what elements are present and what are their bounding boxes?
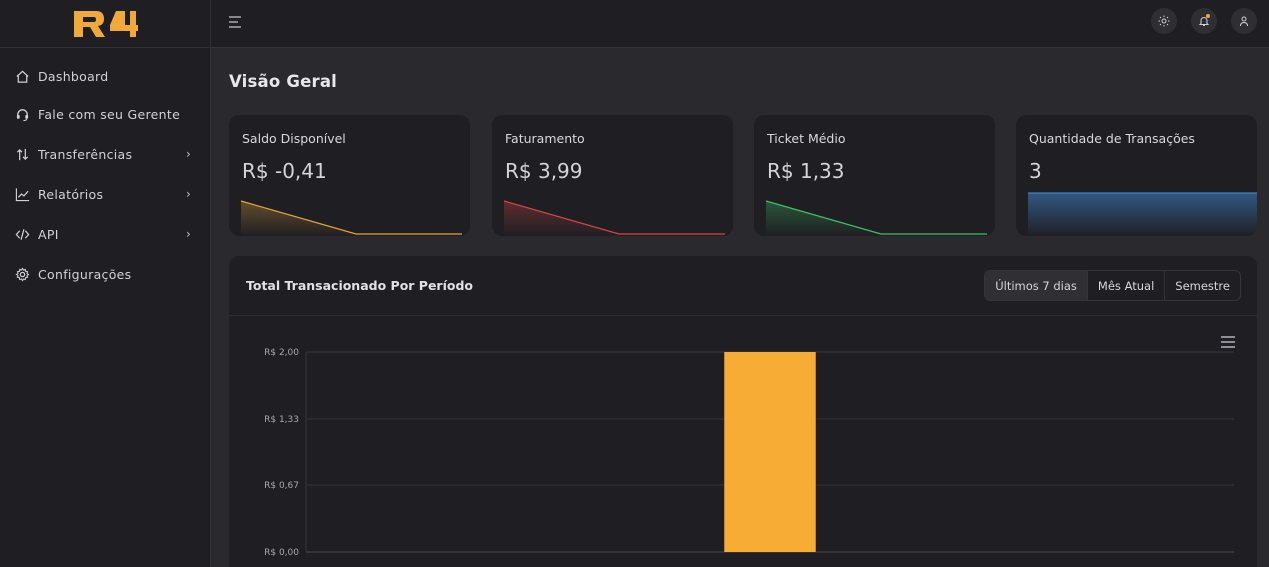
menu-icon[interactable] xyxy=(228,14,244,30)
user-icon xyxy=(1240,16,1248,27)
sidebar-item-label: Fale com seu Gerente xyxy=(38,106,181,122)
user-menu-button[interactable] xyxy=(1231,8,1257,34)
period-filter: Últimos 7 dias Mês Atual Semestre xyxy=(984,270,1241,301)
card-ticket-medio: Ticket Médio R$ 1,33 xyxy=(754,115,995,236)
sparkline-chart xyxy=(240,200,462,236)
panel-header: Total Transacionado Por Período Últimos … xyxy=(229,256,1257,316)
transactions-chart-panel: Total Transacionado Por Período Últimos … xyxy=(229,256,1257,567)
bell-icon xyxy=(1198,17,1210,26)
code-icon xyxy=(14,226,30,242)
theme-toggle-button[interactable] xyxy=(1151,8,1177,34)
notifications-button[interactable] xyxy=(1191,8,1217,34)
home-icon xyxy=(14,68,30,84)
y-tick-label: R$ 0,67 xyxy=(264,481,299,491)
brand-logo[interactable] xyxy=(0,0,210,48)
card-value: R$ 3,99 xyxy=(505,159,583,183)
sidebar-item-relatorios[interactable]: Relatórios › xyxy=(0,174,210,214)
filter-mes-atual[interactable]: Mês Atual xyxy=(1086,271,1164,300)
sidebar-item-label: API xyxy=(38,226,59,242)
sparkline-chart xyxy=(765,200,987,236)
gear-icon xyxy=(14,266,30,282)
sun-icon xyxy=(1158,15,1170,27)
card-title: Quantidade de Transações xyxy=(1029,131,1195,146)
sidebar-item-transferencias[interactable]: Transferências › xyxy=(0,134,210,174)
sidebar: Dashboard Fale com seu Gerente Transferê… xyxy=(0,0,211,567)
chart-area: R$ 2,00 R$ 1,33 R$ 0,67 R$ 0,00 xyxy=(229,316,1257,567)
y-tick-label: R$ 1,33 xyxy=(264,415,299,425)
y-tick-label: R$ 0,00 xyxy=(264,548,299,558)
sidebar-item-label: Dashboard xyxy=(38,68,109,84)
chart-line-icon xyxy=(14,186,30,202)
sparkline-chart xyxy=(1028,192,1257,236)
main-content: Visão Geral Saldo Disponível R$ -0,41 Fa… xyxy=(211,48,1269,567)
transfer-arrows-icon xyxy=(14,146,30,162)
chevron-right-icon: › xyxy=(186,227,192,241)
chart-menu-icon[interactable] xyxy=(1221,336,1235,348)
sidebar-item-configuracoes[interactable]: Configurações xyxy=(0,254,210,294)
card-quantidade-transacoes: Quantidade de Transações 3 xyxy=(1016,115,1257,236)
chevron-right-icon: › xyxy=(186,147,192,161)
sparkline-chart xyxy=(503,200,725,236)
card-value: 3 xyxy=(1029,159,1042,183)
r4-logo-icon xyxy=(74,10,138,37)
sidebar-item-fale-com-seu-gerente[interactable]: Fale com seu Gerente xyxy=(0,94,210,134)
panel-title: Total Transacionado Por Período xyxy=(246,278,474,293)
sidebar-item-label: Relatórios xyxy=(38,186,104,202)
headset-icon xyxy=(14,106,30,122)
sidebar-nav: Dashboard Fale com seu Gerente Transferê… xyxy=(0,48,210,294)
page-title: Visão Geral xyxy=(229,72,338,91)
filter-ultimos-7-dias[interactable]: Últimos 7 dias xyxy=(985,271,1087,300)
chevron-right-icon: › xyxy=(186,187,192,201)
sidebar-item-dashboard[interactable]: Dashboard xyxy=(0,58,210,94)
topbar-actions xyxy=(1151,8,1257,34)
card-title: Faturamento xyxy=(505,131,585,146)
sidebar-item-label: Configurações xyxy=(38,266,132,282)
card-faturamento: Faturamento R$ 3,99 xyxy=(492,115,733,236)
bar-chart: R$ 2,00 R$ 1,33 R$ 0,67 R$ 0,00 xyxy=(264,348,1234,558)
topbar xyxy=(211,0,1269,48)
chart-bar[interactable] xyxy=(724,352,816,552)
card-value: R$ 1,33 xyxy=(767,159,845,183)
card-title: Ticket Médio xyxy=(767,131,846,146)
notification-dot xyxy=(1206,14,1210,18)
card-value: R$ -0,41 xyxy=(242,159,327,183)
card-title: Saldo Disponível xyxy=(242,131,346,146)
sidebar-item-api[interactable]: API › xyxy=(0,214,210,254)
y-tick-label: R$ 2,00 xyxy=(264,348,299,358)
card-saldo-disponivel: Saldo Disponível R$ -0,41 xyxy=(229,115,470,236)
filter-semestre[interactable]: Semestre xyxy=(1164,271,1240,300)
sidebar-item-label: Transferências xyxy=(38,146,133,162)
